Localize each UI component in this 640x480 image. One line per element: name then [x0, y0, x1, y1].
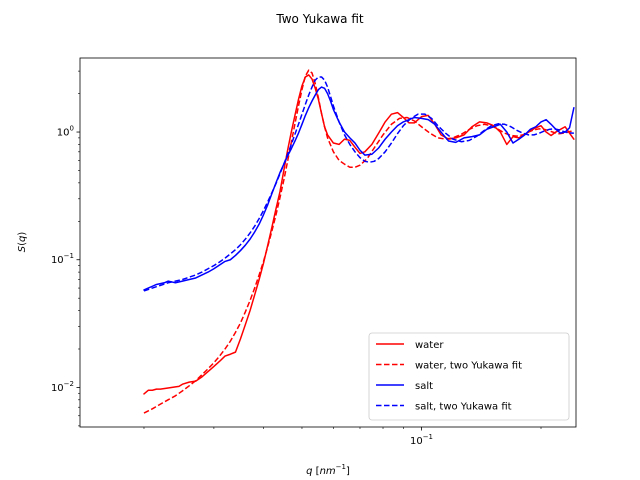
series-line-2 — [143, 86, 575, 291]
y-tick-label-2: 100 — [57, 125, 74, 139]
series-layer — [143, 69, 575, 414]
legend-box — [368, 332, 570, 421]
x-tick-label-0: 10−1 — [410, 433, 433, 447]
chart-title: Two Yukawa fit — [275, 12, 364, 26]
y-axis-ticks: 10−2 10−1 100 — [51, 70, 80, 427]
legend-label-1: water, two Yukawa fit — [415, 361, 522, 372]
plot-frame — [79, 57, 577, 428]
x-axis-ticks: 10−1 — [143, 427, 542, 447]
y-tick-label-1: 10−1 — [51, 252, 74, 266]
series-line-3 — [143, 76, 574, 292]
legend-label-0: water — [415, 340, 444, 351]
legend-label-3: salt, two Yukawa fit — [415, 402, 512, 413]
y-axis-label: S(q) — [17, 232, 28, 253]
series-line-1 — [143, 69, 574, 414]
series-line-0 — [143, 74, 575, 395]
x-axis-label: q [nm−1] — [306, 463, 350, 477]
legend-label-2: salt — [415, 381, 433, 392]
y-tick-label-0: 10−2 — [51, 380, 74, 394]
legend: water water, two Yukawa fit salt salt, two … — [368, 332, 570, 421]
